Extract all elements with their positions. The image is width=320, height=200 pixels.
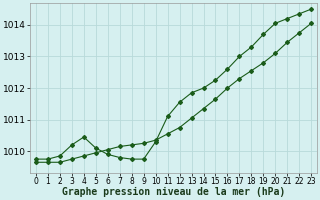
X-axis label: Graphe pression niveau de la mer (hPa): Graphe pression niveau de la mer (hPa): [62, 187, 285, 197]
